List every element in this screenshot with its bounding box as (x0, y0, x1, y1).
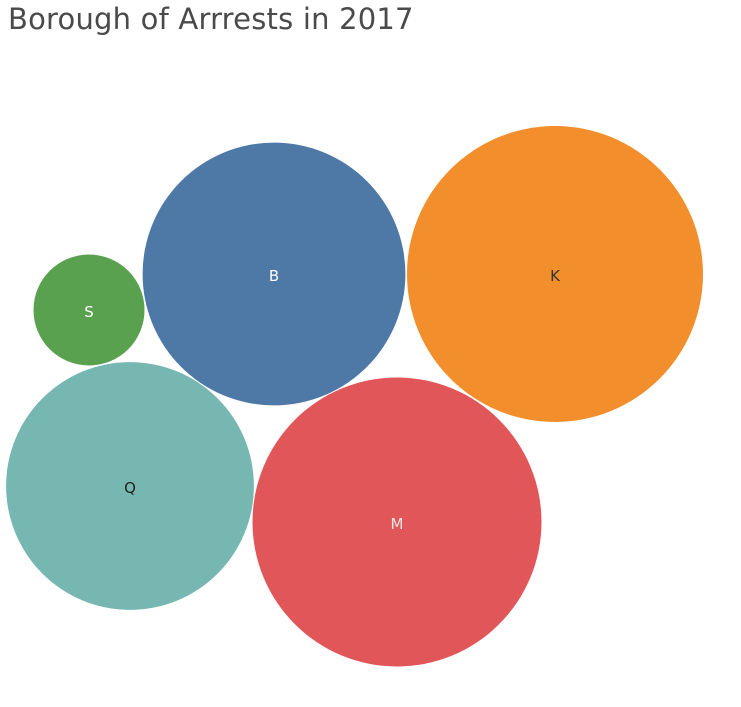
bubble-label-b: B (269, 267, 279, 285)
chart-title: Borough of Arrrests in 2017 (8, 2, 414, 36)
bubble-q[interactable] (6, 362, 254, 610)
bubble-label-s: S (84, 303, 94, 321)
bubble-label-m: M (391, 515, 404, 533)
bubble-k[interactable] (407, 126, 703, 422)
bubble-b[interactable] (142, 142, 406, 406)
bubble-label-q: Q (124, 479, 136, 497)
bubble-s[interactable] (33, 254, 145, 366)
bubble-m[interactable] (252, 377, 542, 667)
bubble-label-k: K (550, 267, 561, 285)
